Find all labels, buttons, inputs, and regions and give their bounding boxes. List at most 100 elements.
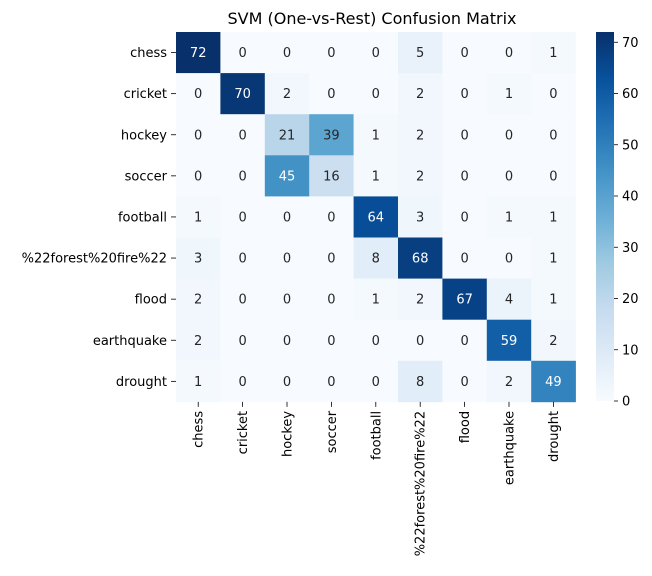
cell-value-label: 0 [327,252,335,267]
heatmap-cell [220,114,266,156]
heatmap-cell [531,32,576,74]
cell-value-label: 0 [194,169,202,184]
cell-value-label: 0 [505,169,513,184]
cell-value-label: 0 [460,210,468,225]
heatmap-cell [309,32,354,74]
y-tick-label: drought [116,375,167,390]
heatmap-cell [442,73,488,115]
cell-value-label: 1 [372,128,380,143]
x-tick-label: drought [547,411,562,462]
heatmap-cell [531,73,576,115]
heatmap-cell [398,278,443,320]
colorbar-tick-label: 50 [622,138,639,153]
cell-value-label: 0 [283,46,291,61]
y-tick-label: football [118,210,167,225]
cell-value-label: 5 [416,46,424,61]
cell-value-label: 1 [194,375,202,390]
heatmap-cell [353,319,399,362]
cell-value-label: 0 [327,334,335,349]
heatmap-cell [398,155,443,197]
cell-value-label: 3 [416,210,424,225]
cell-value-label: 0 [283,210,291,225]
cell-value-label: 0 [238,210,246,225]
heatmap-cell [309,360,354,403]
cell-value-label: 1 [549,46,557,61]
colorbar-tick-label: 40 [622,190,639,205]
cell-value-label: 0 [372,334,380,349]
cell-value-label: 0 [238,334,246,349]
heatmap-cell [176,73,221,115]
cell-value-label: 45 [279,169,296,184]
cell-value-label: 1 [372,293,380,308]
heatmap-cell [486,32,532,74]
heatmap-cell [442,237,488,279]
cell-value-label: 2 [194,334,202,349]
cell-value-label: 0 [238,293,246,308]
cell-value-label: 16 [323,169,340,184]
heatmap-cell [309,155,354,197]
heatmap-cell [264,73,310,115]
heatmap-cell [309,237,354,279]
cell-value-label: 0 [549,169,557,184]
colorbar-tick-label: 20 [622,292,639,307]
cell-value-label: 0 [327,210,335,225]
colorbar-tick-labels: 0 10 20 30 40 50 60 70 [614,36,639,410]
cell-value-label: 1 [549,210,557,225]
x-tick-label: chess [192,411,207,448]
cell-value-label: 59 [501,334,518,349]
heatmap-cell [264,278,310,320]
cell-value-label: 1 [372,169,380,184]
heatmap-cell [398,32,443,74]
heatmap-cell [309,278,354,320]
heatmap-cell [486,73,532,115]
cell-value-label: 67 [456,293,473,308]
heatmap-cell [264,237,310,279]
cell-value-label: 0 [327,293,335,308]
cell-value-label: 0 [372,46,380,61]
cell-value-label: 0 [460,375,468,390]
heatmap-cell [220,360,266,403]
cell-value-label: 39 [323,128,340,143]
heatmap-cell [442,114,488,156]
heatmap-cell [442,32,488,74]
heatmap-cell [353,196,399,238]
cell-value-label: 0 [327,375,335,390]
cell-value-label: 0 [460,169,468,184]
x-tick-label: football [369,411,384,460]
x-tick-label: earthquake [503,411,518,485]
heatmap-cell [264,196,310,238]
cell-value-label: 2 [416,128,424,143]
cell-value-label: 0 [238,128,246,143]
heatmap-cell [220,319,266,362]
heatmap-cell [531,114,576,156]
heatmap-cells [176,32,576,403]
x-axis-tick-labels: chess cricket hockey soccer football %22fores… [192,401,562,556]
heatmap-cell [486,114,532,156]
y-tick-label: flood [135,293,167,308]
chart-title: SVM (One-vs-Rest) Confusion Matrix [228,9,517,28]
heatmap-cell [176,196,221,238]
heatmap-cell [442,360,488,403]
cell-value-label: 0 [372,375,380,390]
cell-value-label: 0 [194,87,202,102]
y-tick-label: %22forest%20fire%22 [22,252,167,267]
colorbar-tick-label: 30 [622,241,639,256]
cell-value-label: 8 [372,252,380,267]
heatmap-cell [176,319,221,362]
cell-value-label: 0 [505,46,513,61]
cell-value-label: 0 [372,87,380,102]
cell-value-label: 4 [505,293,513,308]
heatmap-cell [398,237,443,279]
cell-value-label: 0 [238,46,246,61]
colorbar-tick-label: 60 [622,87,639,102]
heatmap-cell [309,196,354,238]
cell-value-label: 2 [505,375,513,390]
cell-value-label: 2 [416,87,424,102]
heatmap-cell [220,237,266,279]
cell-value-label: 1 [549,252,557,267]
heatmap-cell [220,155,266,197]
heatmap-cell [353,278,399,320]
cell-value-label: 0 [327,46,335,61]
cell-value-label: 0 [194,128,202,143]
x-tick-label: hockey [281,411,296,457]
